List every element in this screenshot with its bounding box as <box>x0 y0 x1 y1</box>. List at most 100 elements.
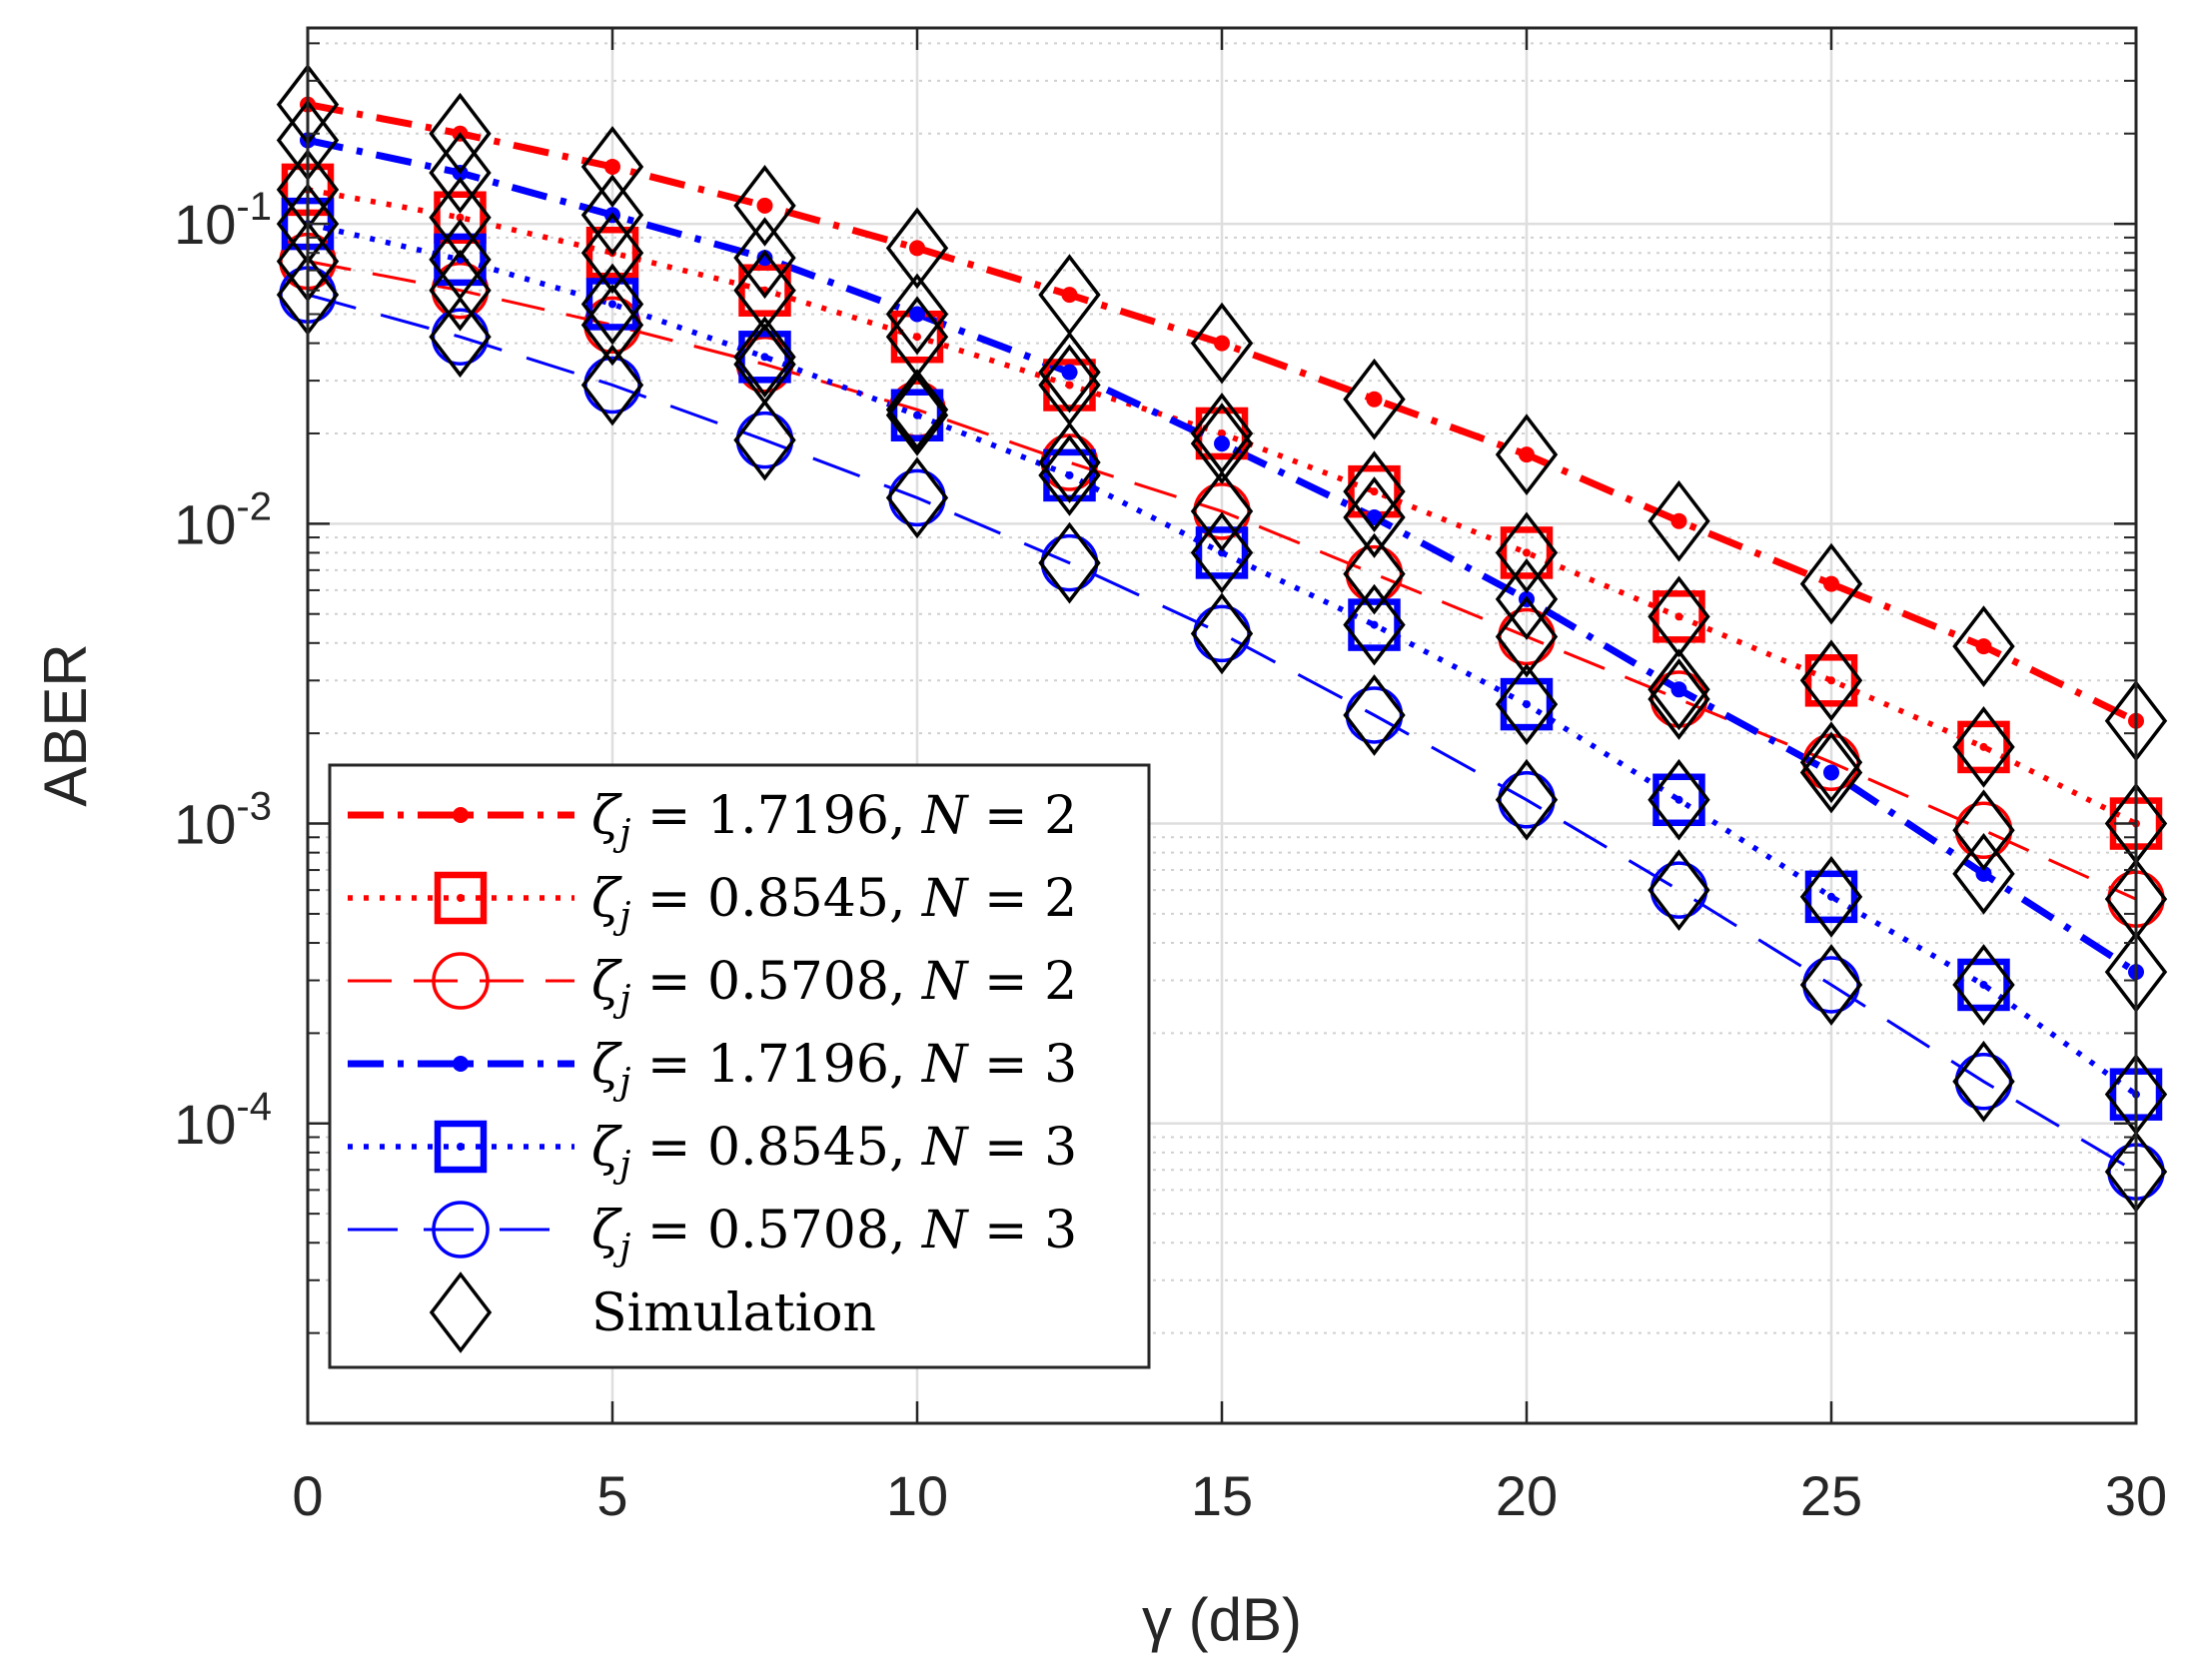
diamond-marker <box>1038 521 1101 604</box>
dot-marker <box>453 807 469 823</box>
y-axis-label: ABER <box>32 643 99 806</box>
diamond-marker <box>885 273 949 356</box>
diamond-marker <box>885 456 949 539</box>
diamond-marker <box>1190 592 1254 675</box>
dot-marker <box>1670 681 1687 698</box>
diamond-marker <box>733 399 796 481</box>
dot-marker <box>1366 508 1383 525</box>
diamond-marker <box>580 344 644 426</box>
diamond-marker <box>1343 476 1406 558</box>
dot-marker <box>1061 364 1078 381</box>
square-marker-center <box>608 300 616 309</box>
diamond-marker <box>1495 758 1559 841</box>
diamond-marker <box>1952 789 2015 872</box>
x-axis-label: γ (dB) <box>1142 1586 1302 1653</box>
x-tick-label: 10 <box>886 1464 948 1527</box>
diamond-marker <box>429 176 492 259</box>
diamond-marker <box>1799 855 1863 938</box>
y-tick-label: 10-2 <box>174 484 272 555</box>
diamond-marker <box>1495 595 1559 678</box>
square-marker-center <box>1674 795 1683 804</box>
dot-marker <box>1670 512 1687 529</box>
square-marker-center <box>1523 548 1531 557</box>
legend-entry-label: ζj = 0.8545, N = 2 <box>591 869 1077 937</box>
diamond-marker <box>1952 706 2015 788</box>
diamond-marker <box>580 126 644 208</box>
square-marker <box>1804 654 1858 707</box>
diamond-marker <box>1343 450 1406 533</box>
square-marker-center <box>1218 548 1226 557</box>
legend-entry-label: ζj = 0.8545, N = 3 <box>591 1118 1077 1186</box>
x-tick-label: 15 <box>1191 1464 1253 1527</box>
diamond-marker <box>1495 558 1559 640</box>
dot-marker <box>1975 865 1992 882</box>
square-marker-center <box>760 353 769 362</box>
diamond-marker <box>429 132 492 214</box>
marker-group <box>276 63 2168 1214</box>
diamond-marker <box>1647 479 1710 562</box>
diamond-marker <box>1952 944 2015 1026</box>
y-tick-label: 10-1 <box>174 185 272 256</box>
diamond-marker <box>1952 832 2015 915</box>
dot-marker <box>1823 764 1839 781</box>
diamond-marker <box>1190 403 1254 485</box>
dot-marker <box>1366 391 1383 408</box>
x-tick-label: 5 <box>596 1464 627 1527</box>
diamond-marker <box>1952 1040 2015 1123</box>
square-marker <box>1500 677 1554 731</box>
diamond-marker <box>580 212 644 295</box>
diamond-marker <box>1495 511 1559 594</box>
dot-marker <box>1975 638 1992 655</box>
square-marker-center <box>457 894 465 902</box>
square-marker <box>1348 598 1401 651</box>
square-marker-center <box>1827 676 1835 685</box>
square-marker <box>434 191 487 244</box>
square-marker-center <box>1065 381 1074 390</box>
x-tick-label: 30 <box>2105 1464 2167 1527</box>
square-marker <box>585 278 639 331</box>
diamond-marker <box>1647 849 1710 932</box>
diamond-marker <box>733 217 796 300</box>
circle-marker <box>432 1201 490 1259</box>
diamond-marker <box>1495 663 1559 745</box>
square-marker <box>1500 526 1554 579</box>
diamond-marker <box>429 296 492 379</box>
legend-simulation-label: Simulation <box>591 1283 876 1343</box>
legend-entry-label: ζj = 0.5708, N = 3 <box>591 1201 1077 1268</box>
x-tick-label: 20 <box>1496 1464 1558 1527</box>
square-marker-center <box>913 333 921 342</box>
diamond-marker <box>580 284 644 367</box>
square-marker <box>585 226 639 280</box>
square-marker <box>1652 590 1705 643</box>
dot-marker <box>1214 435 1230 452</box>
diamond-marker <box>1647 575 1710 658</box>
diamond-marker <box>580 174 644 257</box>
diamond-marker <box>1038 421 1101 503</box>
dot-marker <box>909 240 925 257</box>
diamond-marker <box>885 374 949 456</box>
square-marker <box>1804 870 1858 924</box>
square-marker-center <box>1523 700 1531 709</box>
diamond-marker <box>1343 583 1406 666</box>
square-marker <box>1652 773 1705 827</box>
x-tick-label: 0 <box>292 1464 323 1527</box>
diamond-marker <box>1799 721 1863 804</box>
square-marker-center <box>913 411 921 420</box>
diamond-marker <box>1647 758 1710 841</box>
x-tick-label: 25 <box>1800 1464 1862 1527</box>
dot-marker <box>756 250 773 267</box>
diamond-marker <box>1647 658 1710 740</box>
square-marker-center <box>1370 620 1379 629</box>
dot-marker <box>1061 287 1078 304</box>
series-line <box>307 260 2137 901</box>
y-tick-label: 10-4 <box>174 1085 272 1156</box>
legend-entry-label: ζj = 0.5708, N = 2 <box>591 952 1077 1020</box>
square-marker <box>434 233 487 287</box>
square-marker-center <box>1827 892 1835 901</box>
square-marker <box>1957 958 2010 1012</box>
circle-marker <box>432 952 490 1010</box>
diamond-marker <box>1343 674 1406 756</box>
diamond-marker <box>885 207 949 290</box>
ticks: 10-1 10-2 10-3 10-4 0 5 10 15 20 25 30 <box>174 28 2167 1527</box>
